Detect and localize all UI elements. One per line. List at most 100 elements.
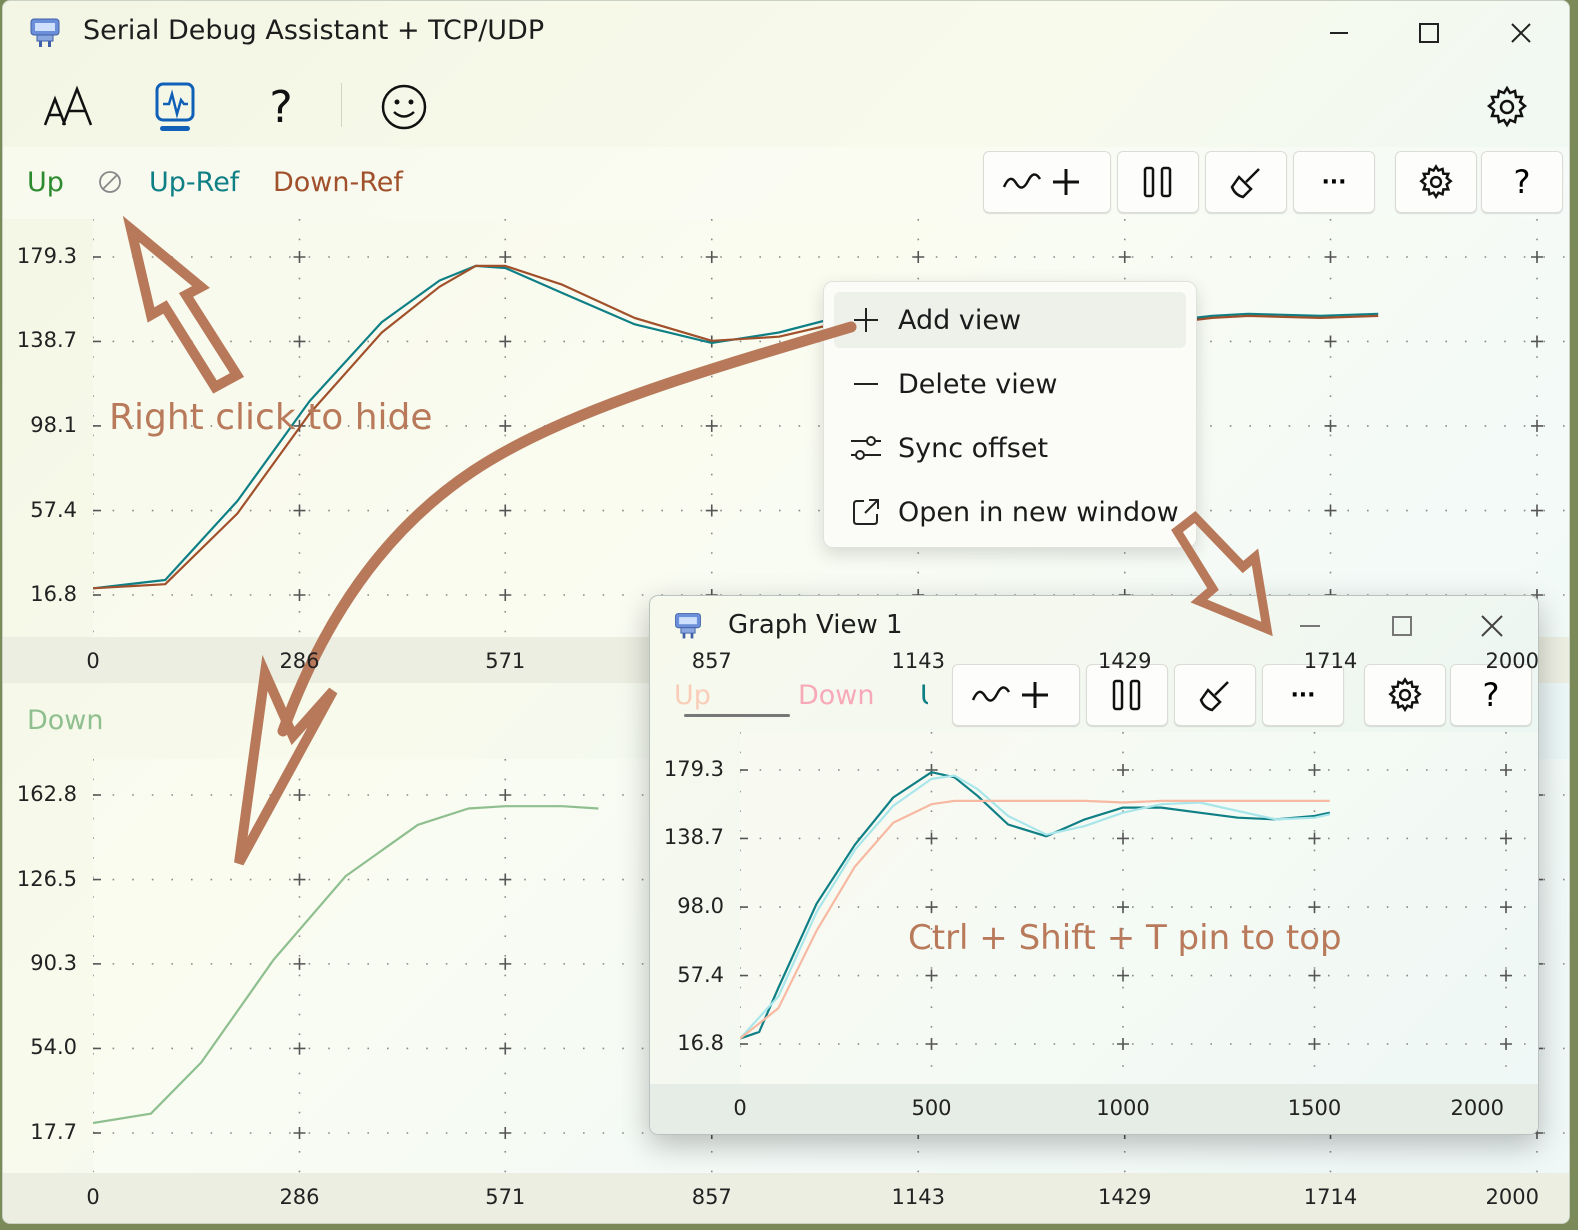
plot-help-button[interactable]: ? — [1481, 151, 1563, 213]
waveform-view-button[interactable] — [143, 79, 207, 137]
x-tick-label: 1143 — [891, 649, 945, 673]
legend-up-ref[interactable]: Up-Ref — [149, 167, 240, 198]
grid-cross — [925, 969, 938, 982]
gear-icon — [1419, 164, 1453, 200]
grid-cross — [1531, 504, 1543, 517]
grid-cross — [293, 251, 306, 263]
grid-cross — [1117, 764, 1129, 776]
gv-legend-up[interactable]: Up — [674, 680, 711, 711]
series-line-down — [740, 799, 1330, 1040]
wave-plus-icon — [1002, 169, 1079, 195]
toolbar-divider — [341, 83, 342, 127]
grid-cross — [912, 251, 925, 263]
gv-pause-button[interactable] — [1086, 664, 1168, 726]
grid-cross — [925, 1038, 938, 1050]
grid-cross — [1324, 504, 1337, 517]
app-settings-button[interactable] — [1479, 79, 1535, 135]
x-tick-label: 500 — [911, 1096, 952, 1120]
more-button[interactable]: ··· — [1293, 151, 1375, 213]
gv-clear-button[interactable] — [1174, 664, 1256, 726]
graph-view-plot[interactable] — [740, 732, 1538, 1084]
gv-axis-band — [650, 1084, 1538, 1134]
pause-button[interactable] — [1117, 151, 1199, 213]
add-series-button[interactable] — [983, 151, 1111, 213]
open-external-icon — [853, 499, 879, 525]
x-tick-label: 2000 — [1450, 1096, 1504, 1120]
y-tick-label: 17.7 — [30, 1120, 77, 1144]
gv-settings-button[interactable] — [1364, 664, 1446, 726]
menu-item-sync-offset[interactable]: Sync offset — [834, 420, 1186, 476]
broom-icon — [1230, 168, 1260, 199]
font-size-icon — [43, 85, 93, 126]
close-button[interactable] — [1493, 11, 1549, 55]
plus-icon — [854, 308, 878, 332]
grid-cross — [499, 873, 512, 886]
grid-cross — [1500, 901, 1512, 914]
y-tick-label: 162.8 — [16, 782, 77, 806]
clear-button[interactable] — [1205, 151, 1287, 213]
window-title: Serial Debug Assistant + TCP/UDP — [83, 15, 545, 46]
graph-view-maximize-button[interactable] — [1382, 608, 1422, 644]
menu-item-label: Sync offset — [898, 432, 1049, 464]
context-menu: Add view Delete view Sync offset Open in… — [823, 281, 1197, 548]
grid-cross — [499, 789, 512, 801]
x-tick-label: 2000 — [1485, 649, 1539, 673]
grid-cross — [1500, 1038, 1512, 1050]
help-button[interactable]: ? — [253, 79, 309, 135]
annotation-pin-to-top: Ctrl + Shift + T pin to top — [908, 918, 1342, 958]
minus-icon — [854, 383, 878, 385]
legend-down[interactable]: Down — [27, 705, 104, 736]
x-tick-label: 1714 — [1303, 1185, 1358, 1209]
maximize-button[interactable] — [1401, 11, 1457, 55]
help-icon: ? — [1482, 676, 1500, 714]
x-tick-label: 0 — [733, 1096, 747, 1120]
plot-settings-button[interactable] — [1395, 151, 1477, 213]
legend-down-ref[interactable]: Down-Ref — [273, 167, 403, 198]
y-tick-label: 54.0 — [30, 1035, 77, 1060]
grid-cross — [499, 1127, 512, 1139]
menu-item-delete-view[interactable]: Delete view — [834, 356, 1186, 412]
y-tick-label: 57.4 — [677, 962, 724, 987]
gv-add-series-button[interactable] — [952, 664, 1080, 726]
annotation-right-click: Right click to hide — [109, 397, 433, 438]
feedback-button[interactable] — [375, 79, 433, 135]
menu-item-open-new-window[interactable]: Open in new window — [834, 484, 1186, 540]
menu-item-label: Delete view — [898, 368, 1058, 400]
gv-legend-down[interactable]: Down — [798, 680, 875, 711]
x-tick-label: 1000 — [1096, 1096, 1150, 1120]
graph-view-close-button[interactable] — [1472, 608, 1512, 644]
gv-more-button[interactable]: ··· — [1262, 664, 1344, 726]
x-tick-label: 571 — [485, 649, 526, 673]
y-tick-label: 90.3 — [30, 950, 77, 975]
hidden-series-icon[interactable] — [97, 169, 123, 195]
x-tick-label: 286 — [279, 1185, 320, 1209]
graph-view-app-icon — [672, 610, 704, 642]
graph-view-window: Graph View 1 Up Down U ··· — [649, 595, 1539, 1135]
graph-view-minimize-button[interactable] — [1290, 608, 1330, 644]
legend-up[interactable]: Up — [27, 167, 64, 198]
grid-cross — [293, 957, 306, 970]
y-tick-label: 98.0 — [677, 894, 724, 919]
menu-item-add-view[interactable]: Add view — [834, 292, 1186, 348]
gv-legend-truncated[interactable]: U — [920, 680, 928, 711]
grid-cross — [925, 764, 938, 776]
x-tick-label: 1500 — [1287, 1096, 1342, 1120]
monitor-pulse-icon — [155, 82, 195, 131]
grid-cross — [1117, 1038, 1129, 1050]
y-tick-label: 16.8 — [677, 1031, 724, 1055]
y-tick-label: 98.1 — [30, 412, 77, 437]
gv-help-button[interactable]: ? — [1450, 664, 1532, 726]
grid-cross — [1324, 335, 1337, 348]
grid-cross — [1500, 969, 1512, 982]
x-tick-label: 0 — [86, 649, 100, 673]
minimize-button[interactable] — [1311, 11, 1367, 55]
font-size-button[interactable] — [35, 79, 99, 135]
y-tick-label: 126.5 — [16, 866, 77, 891]
grid-cross — [1500, 764, 1512, 776]
grid-cross — [1531, 251, 1543, 263]
grid-cross — [293, 1127, 306, 1139]
menu-item-label: Add view — [898, 304, 1022, 336]
y-tick-label: 179.3 — [663, 757, 724, 781]
y-tick-label: 138.7 — [16, 328, 77, 353]
